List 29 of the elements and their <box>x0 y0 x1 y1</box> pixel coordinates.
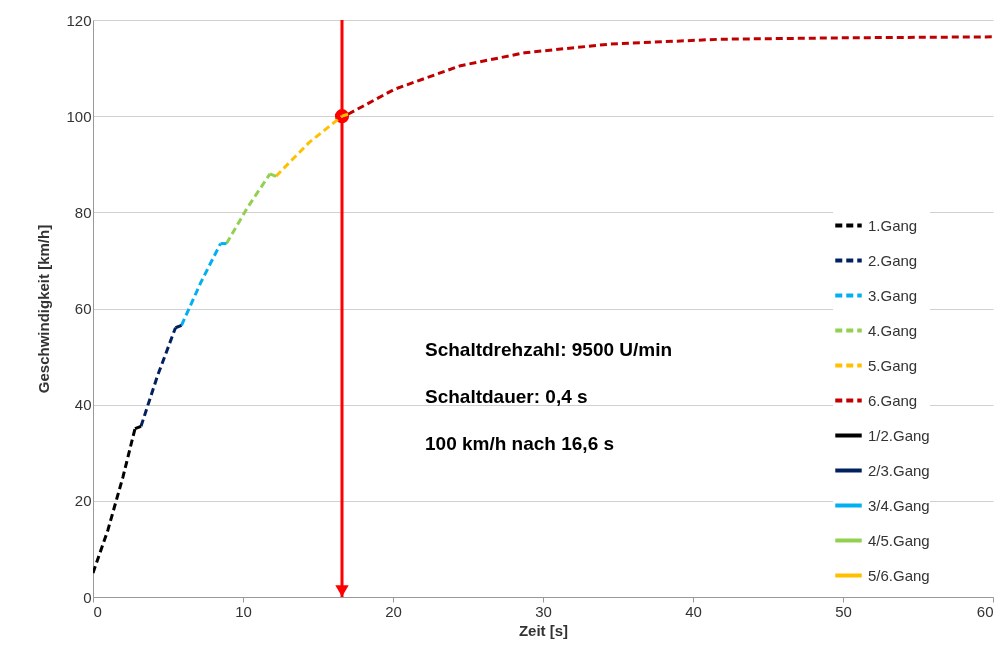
y-tick-label: 80 <box>74 203 92 221</box>
annotation: Schaltdrehzahl: 9500 U/min <box>425 339 673 360</box>
y-tick-label: 120 <box>66 11 92 29</box>
legend-label: 6.Gang <box>868 391 918 409</box>
x-tick-label: 30 <box>535 602 552 620</box>
y-axis-title: Geschwindigkeit [km/h] <box>35 224 53 394</box>
x-tick-label: 50 <box>835 602 852 620</box>
legend-label: 1/2.Gang <box>868 426 930 444</box>
y-tick-label: 0 <box>83 588 92 606</box>
legend-label: 3/4.Gang <box>868 496 930 514</box>
y-tick-label: 20 <box>74 492 92 510</box>
x-tick-label: 10 <box>235 602 252 620</box>
legend-label: 5.Gang <box>868 356 918 374</box>
legend-label: 5/6.Gang <box>868 566 930 584</box>
legend-label: 2.Gang <box>868 251 918 269</box>
x-axis-title: Zeit [s] <box>518 621 569 639</box>
x-tick-label: 20 <box>385 602 402 620</box>
legend-label: 4.Gang <box>868 321 918 339</box>
legend-label: 2/3.Gang <box>868 461 930 479</box>
x-tick-label: 40 <box>685 602 702 620</box>
legend-label: 4/5.Gang <box>868 531 930 549</box>
annotation: 100 km/h nach 16,6 s <box>425 433 615 454</box>
legend-label: 3.Gang <box>868 286 918 304</box>
x-tick-label: 60 <box>976 602 994 620</box>
y-tick-label: 40 <box>74 396 92 414</box>
y-tick-label: 100 <box>66 107 92 125</box>
y-tick-label: 60 <box>74 300 92 317</box>
annotation: Schaltdauer: 0,4 s <box>425 386 588 407</box>
legend-label: 1.Gang <box>868 216 918 234</box>
